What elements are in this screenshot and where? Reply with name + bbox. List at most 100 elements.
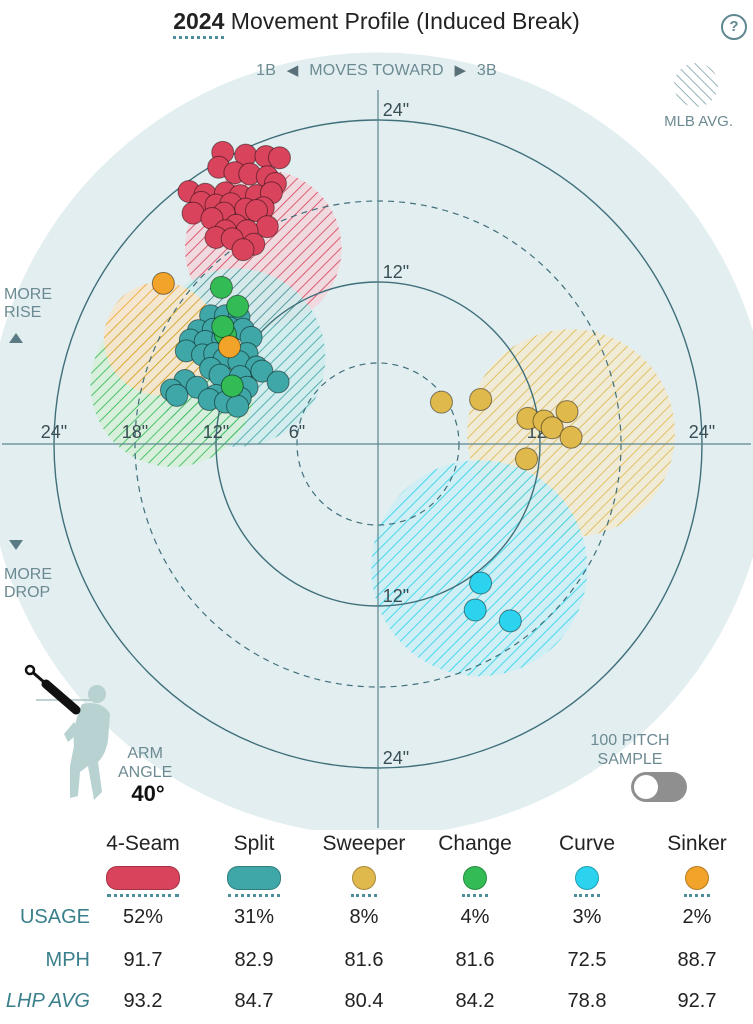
sample-toggle[interactable] [631, 772, 687, 802]
more-rise-label: MORE RISE [4, 286, 52, 322]
cell-usage: 2% [682, 906, 712, 928]
x-tick-label: 18" [122, 422, 148, 442]
point-curve [463, 598, 487, 622]
x-tick-label: 6" [289, 422, 305, 442]
point-change [211, 315, 235, 339]
point-split [250, 359, 274, 383]
mlb-avg-curve [371, 460, 588, 677]
point-change [220, 374, 244, 398]
point-curve [469, 571, 493, 595]
column-curve[interactable]: Curve [532, 832, 642, 897]
arrow-right-icon: ▶ [454, 62, 467, 79]
cell-mph: 82.9 [234, 949, 274, 971]
cell-lhp-avg: 93.2 [123, 990, 163, 1012]
column-split[interactable]: Split [199, 832, 309, 897]
y-tick-label: 12" [383, 262, 409, 282]
point-change [226, 294, 250, 318]
pitcher-silhouette-icon [24, 664, 110, 800]
x-tick-label: 24" [41, 422, 67, 442]
pitch-underline [107, 894, 179, 897]
arm-label-line1: ARM [127, 745, 163, 762]
point-sweeper [515, 447, 538, 471]
more-rise-line2: RISE [4, 304, 42, 321]
arm-label-line2: ANGLE [118, 764, 173, 781]
cell-usage: 4% [460, 906, 490, 928]
column-sweeper[interactable]: Sweeper [309, 832, 419, 897]
pitch-swatch [352, 866, 376, 890]
point-split [266, 370, 290, 394]
cell-mph: 81.6 [344, 949, 384, 971]
cell-lhp-avg: 80.4 [344, 990, 384, 1012]
pitch-swatch [463, 866, 487, 890]
cell-mph: 81.6 [455, 949, 495, 971]
more-drop-label: MORE DROP [4, 566, 52, 602]
pitch-table: USAGE MPH LHP AVG 4-Seam 52% 91.7 93.2 Split… [0, 832, 753, 1024]
arm-angle-label: ARM ANGLE [118, 744, 172, 782]
arm-angle-value: 40° [131, 781, 165, 806]
pitch-underline [228, 894, 280, 897]
point-sweeper [555, 400, 579, 424]
y-tick-label: 24" [383, 748, 409, 768]
point-split [226, 394, 250, 418]
cell-lhp-avg: 84.7 [234, 990, 274, 1012]
help-button[interactable]: ? [721, 14, 747, 40]
pitch-name: 4-Seam [106, 832, 180, 855]
point-4-seam [245, 198, 268, 222]
x-tick-label: 12" [203, 422, 229, 442]
more-drop-line2: DROP [4, 584, 51, 601]
pitch-name: Change [438, 832, 512, 855]
row-label-lhp-avg: LHP AVG [5, 990, 90, 1012]
cell-usage: 3% [572, 906, 602, 928]
title-text: Movement Profile (Induced Break) [230, 8, 580, 34]
cell-usage: 31% [233, 906, 275, 928]
y-tick-label: 24" [383, 100, 409, 120]
direction-label: 1B ◀ MOVES TOWARD ▶ 3B [0, 61, 753, 80]
more-drop-line1: MORE [4, 566, 52, 583]
direction-1b: 1B [256, 62, 277, 79]
point-sweeper [559, 425, 583, 449]
sample-label-line1: 100 PITCH [590, 732, 670, 749]
pitch-name: Split [233, 832, 275, 855]
title-year: 2024 [173, 8, 225, 39]
y-tick-label: 12" [383, 586, 409, 606]
pitch-swatch [685, 866, 709, 890]
point-sweeper [429, 390, 453, 414]
pitch-underline [351, 894, 377, 897]
arrow-down-icon [9, 540, 23, 550]
direction-3b: 3B [476, 62, 497, 79]
pitch-underline [462, 894, 488, 897]
cell-mph: 72.5 [567, 949, 607, 971]
point-sweeper [540, 416, 564, 440]
point-change [209, 275, 233, 299]
sample-label-line2: SAMPLE [597, 751, 663, 768]
cell-lhp-avg: 92.7 [677, 990, 717, 1012]
pitch-name: Sinker [667, 832, 727, 855]
arrow-up-icon [9, 333, 23, 343]
pitch-name: Sweeper [322, 832, 406, 855]
pitch-underline [574, 894, 600, 897]
cell-lhp-avg: 84.2 [455, 990, 495, 1012]
column-4-seam[interactable]: 4-Seam [88, 832, 198, 897]
chart-title: 2024 Movement Profile (Induced Break) [0, 8, 753, 39]
point-split [165, 383, 189, 407]
more-rise-line1: MORE [4, 286, 52, 303]
cell-mph: 88.7 [677, 949, 717, 971]
cell-mph: 91.7 [123, 949, 163, 971]
sample-label: 100 PITCH SAMPLE [570, 731, 690, 769]
pitch-swatch [106, 866, 180, 890]
cell-usage: 52% [122, 906, 164, 928]
column-sinker[interactable]: Sinker [642, 832, 752, 897]
pitch-swatch [575, 866, 599, 890]
cell-lhp-avg: 78.8 [567, 990, 607, 1012]
arrow-left-icon: ◀ [286, 62, 299, 79]
point-4-seam [267, 146, 291, 170]
cell-usage: 8% [349, 906, 379, 928]
toggle-knob [634, 775, 658, 799]
x-tick-label: 24" [689, 422, 715, 442]
pitch-name: Curve [558, 832, 616, 855]
row-label-usage: USAGE [19, 906, 90, 928]
point-curve [498, 609, 522, 633]
pitch-swatch [227, 866, 281, 890]
movement-plot: 24" 18" 12" 6" 12" 24"24"12"12"24" [0, 52, 753, 830]
column-change[interactable]: Change [420, 832, 530, 897]
